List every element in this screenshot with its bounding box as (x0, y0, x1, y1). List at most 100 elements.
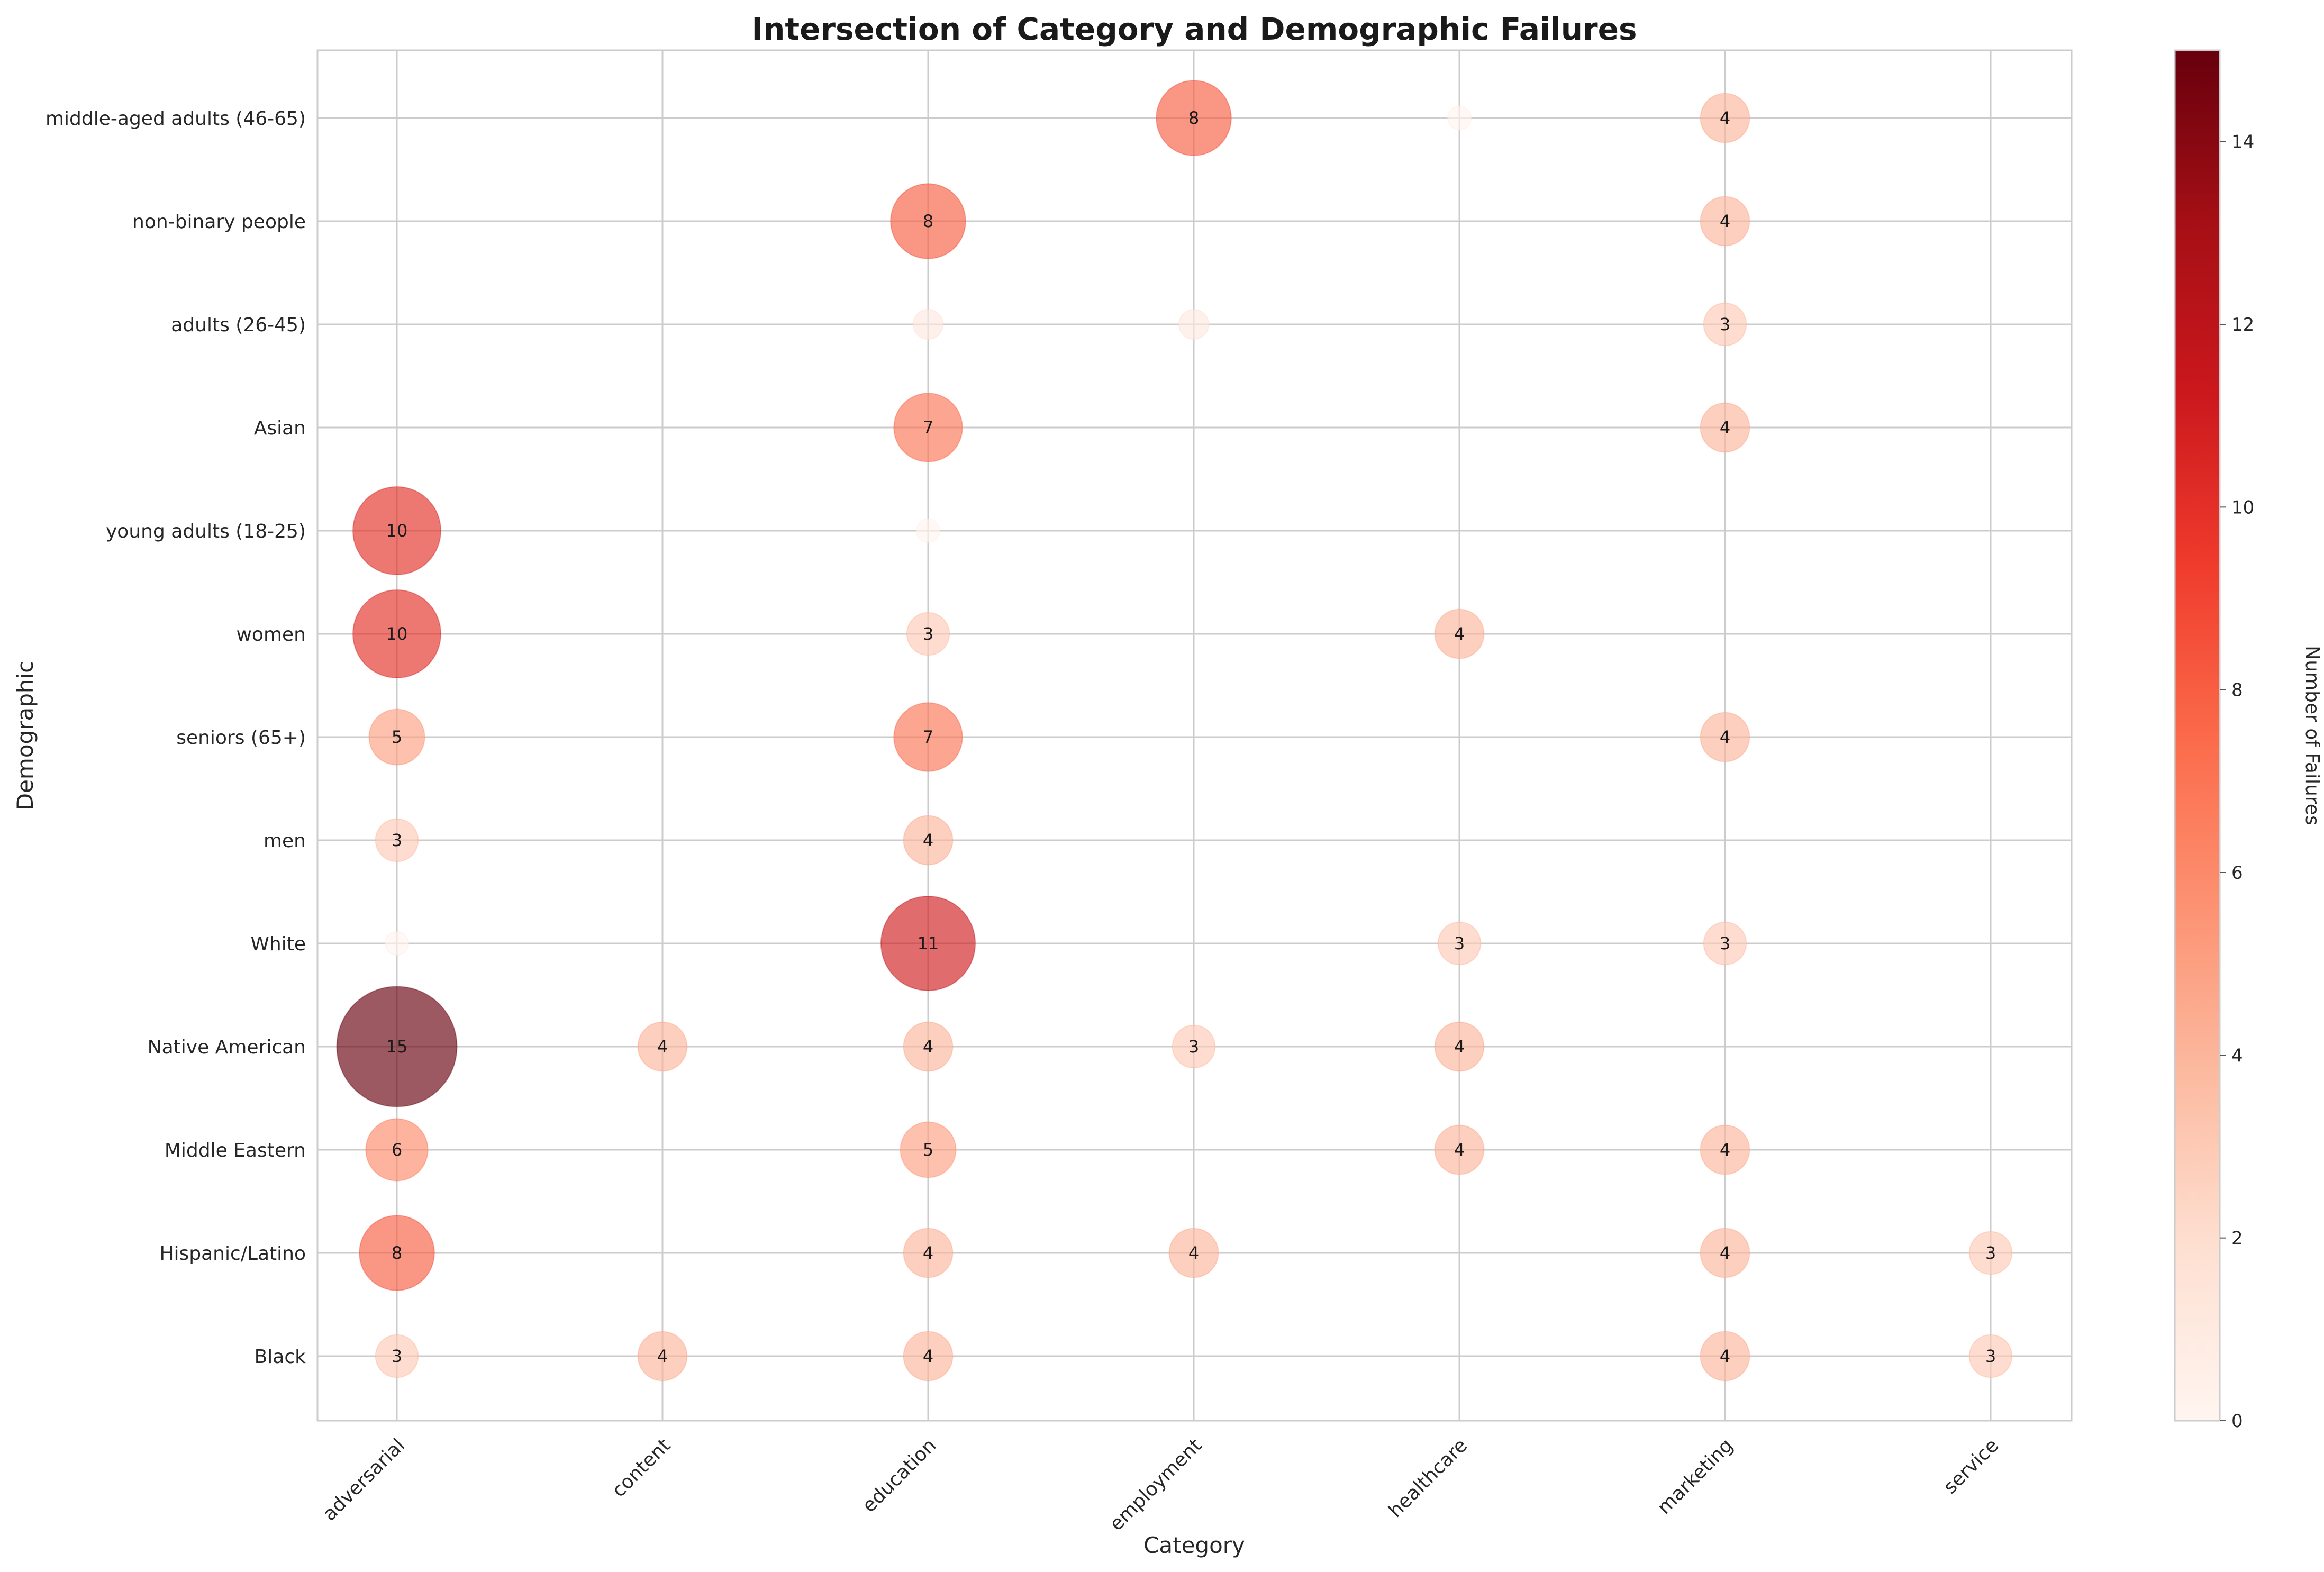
bubble-education-non-binary-people (890, 183, 966, 259)
bubble-adversarial-native-american (336, 986, 458, 1107)
bubble-label-healthcare-middle-eastern: 4 (1454, 1140, 1465, 1160)
bubble-label-education-women: 3 (923, 624, 933, 644)
bubble-marketing-asian (1700, 402, 1750, 453)
y-axis-title: Demographic (12, 661, 38, 811)
bubble-marketing-middle-eastern (1700, 1124, 1750, 1175)
bubble-education-black (903, 1331, 954, 1382)
colorbar-tick-14: 14 (2231, 132, 2254, 153)
y-tick-young-adults-18-25: young adults (18-25) (106, 521, 306, 542)
bubble-adversarial-young-adults-18-25 (352, 486, 441, 575)
bubble-marketing-seniors-65 (1700, 712, 1750, 762)
bubble-label-adversarial-young-adults-18-25: 10 (386, 521, 408, 541)
bubble-healthcare-native-american (1434, 1021, 1485, 1072)
bubble-label-service-hispanic-latino: 3 (1985, 1243, 1996, 1263)
bubble-adversarial-black (375, 1334, 419, 1378)
bubble-label-adversarial-women: 10 (386, 624, 408, 644)
bubbles (336, 80, 2013, 1382)
bubble-label-employment-native-american: 3 (1188, 1037, 1199, 1057)
x-axis-title: Category (1143, 1532, 1245, 1558)
bubble-employment-middle-aged-adults-46-65 (1156, 80, 1232, 156)
x-tick-adversarial: adversarial (319, 1434, 409, 1525)
bubble-label-education-black: 4 (923, 1346, 933, 1366)
bubble-label-marketing-black: 4 (1720, 1346, 1730, 1366)
bubble-label-adversarial-seniors-65: 5 (392, 727, 402, 747)
bubble-employment-adults-26-45 (1178, 308, 1210, 340)
bubble-marketing-hispanic-latino (1700, 1228, 1750, 1278)
plot-area-frame (316, 49, 2073, 1422)
y-tick-men: men (264, 830, 306, 852)
bubble-marketing-non-binary-people (1700, 196, 1750, 247)
bubble-adversarial-middle-eastern (365, 1118, 429, 1182)
bubble-marketing-white (1703, 921, 1747, 966)
bubble-healthcare-middle-aged-adults-46-65 (1447, 106, 1472, 130)
bubble-label-education-men: 4 (923, 830, 933, 850)
bubble-label-education-seniors-65: 7 (923, 727, 933, 747)
bubble-adversarial-hispanic-latino (359, 1215, 435, 1291)
y-tick-black: Black (255, 1346, 306, 1368)
y-tick-asian: Asian (254, 417, 306, 439)
bubble-label-marketing-middle-eastern: 4 (1720, 1140, 1730, 1160)
bubble-employment-native-american (1172, 1024, 1216, 1069)
bubble-label-marketing-adults-26-45: 3 (1720, 314, 1730, 334)
bubble-label-marketing-non-binary-people: 4 (1720, 211, 1730, 231)
bubble-education-hispanic-latino (903, 1228, 954, 1278)
bubble-education-adults-26-45 (912, 308, 944, 340)
bubble-label-employment-middle-aged-adults-46-65: 8 (1188, 108, 1199, 128)
bubble-healthcare-middle-eastern (1434, 1124, 1485, 1175)
bubble-label-marketing-seniors-65: 4 (1720, 727, 1730, 747)
bubble-marketing-middle-aged-adults-46-65 (1700, 93, 1750, 143)
bubble-healthcare-white (1437, 921, 1482, 966)
bubble-service-hispanic-latino (1968, 1231, 2013, 1275)
bubble-label-healthcare-white: 3 (1454, 933, 1465, 953)
bubble-label-healthcare-native-american: 4 (1454, 1037, 1465, 1057)
bubble-adversarial-women (352, 589, 441, 678)
bubble-content-native-american (637, 1021, 688, 1072)
bubble-label-adversarial-black: 3 (392, 1346, 402, 1366)
bubble-employment-hispanic-latino (1168, 1228, 1219, 1278)
bubble-label-marketing-white: 3 (1720, 933, 1730, 953)
bubble-marketing-black (1700, 1331, 1750, 1382)
bubble-label-content-black: 4 (657, 1346, 668, 1366)
colorbar-tick-6: 6 (2231, 862, 2243, 884)
colorbar-tick-12: 12 (2231, 314, 2254, 335)
y-tick-white: White (250, 933, 306, 955)
bubble-label-adversarial-middle-eastern: 6 (392, 1140, 402, 1160)
colorbar-tick-0: 0 (2231, 1411, 2243, 1432)
x-tick-healthcare: healthcare (1385, 1434, 1472, 1522)
y-tick-middle-eastern: Middle Eastern (165, 1140, 306, 1161)
x-tick-content: content (608, 1434, 675, 1501)
colorbar-tick-10: 10 (2231, 497, 2254, 518)
y-tick-middle-aged-adults-46-65: middle-aged adults (46-65) (46, 108, 306, 130)
x-tick-service: service (1939, 1434, 2003, 1498)
bubble-adversarial-white (385, 931, 409, 956)
bubble-label-marketing-middle-aged-adults-46-65: 4 (1720, 108, 1730, 128)
y-tick-native-american: Native American (148, 1037, 306, 1058)
y-tick-hispanic-latino: Hispanic/Latino (159, 1243, 306, 1265)
bubble-education-native-american (903, 1021, 954, 1072)
y-tick-non-binary-people: non-binary people (132, 211, 306, 233)
colorbar-tick-8: 8 (2231, 680, 2243, 701)
bubble-label-adversarial-hispanic-latino: 8 (392, 1243, 402, 1263)
x-axis-tick-labels: adversarial content education employment hea… (319, 1434, 2003, 1535)
bubble-label-adversarial-native-american: 15 (386, 1037, 408, 1057)
bubble-label-education-asian: 7 (923, 417, 933, 438)
bubble-label-education-middle-eastern: 5 (923, 1140, 933, 1160)
y-tick-adults-26-45: adults (26-45) (171, 314, 306, 336)
colorbar-tick-4: 4 (2231, 1045, 2243, 1066)
bubble-adversarial-seniors-65 (368, 708, 425, 766)
bubble-label-marketing-hispanic-latino: 4 (1720, 1243, 1730, 1263)
colorbar-tick-2: 2 (2231, 1228, 2243, 1249)
x-tick-employment: employment (1105, 1434, 1206, 1535)
bubble-service-black (1968, 1334, 2013, 1378)
bubble-label-marketing-asian: 4 (1720, 417, 1730, 438)
y-axis-tick-labels: middle-aged adults (46-65) non-binary peo… (46, 108, 306, 1368)
x-tick-marketing: marketing (1654, 1434, 1738, 1519)
bubble-label-education-white: 11 (918, 933, 939, 953)
bubble-label-education-native-american: 4 (923, 1037, 933, 1057)
bubble-label-education-non-binary-people: 8 (923, 211, 933, 231)
bubble-label-healthcare-women: 4 (1454, 624, 1465, 644)
bubble-marketing-adults-26-45 (1703, 302, 1747, 347)
bubble-education-middle-eastern (900, 1121, 957, 1178)
